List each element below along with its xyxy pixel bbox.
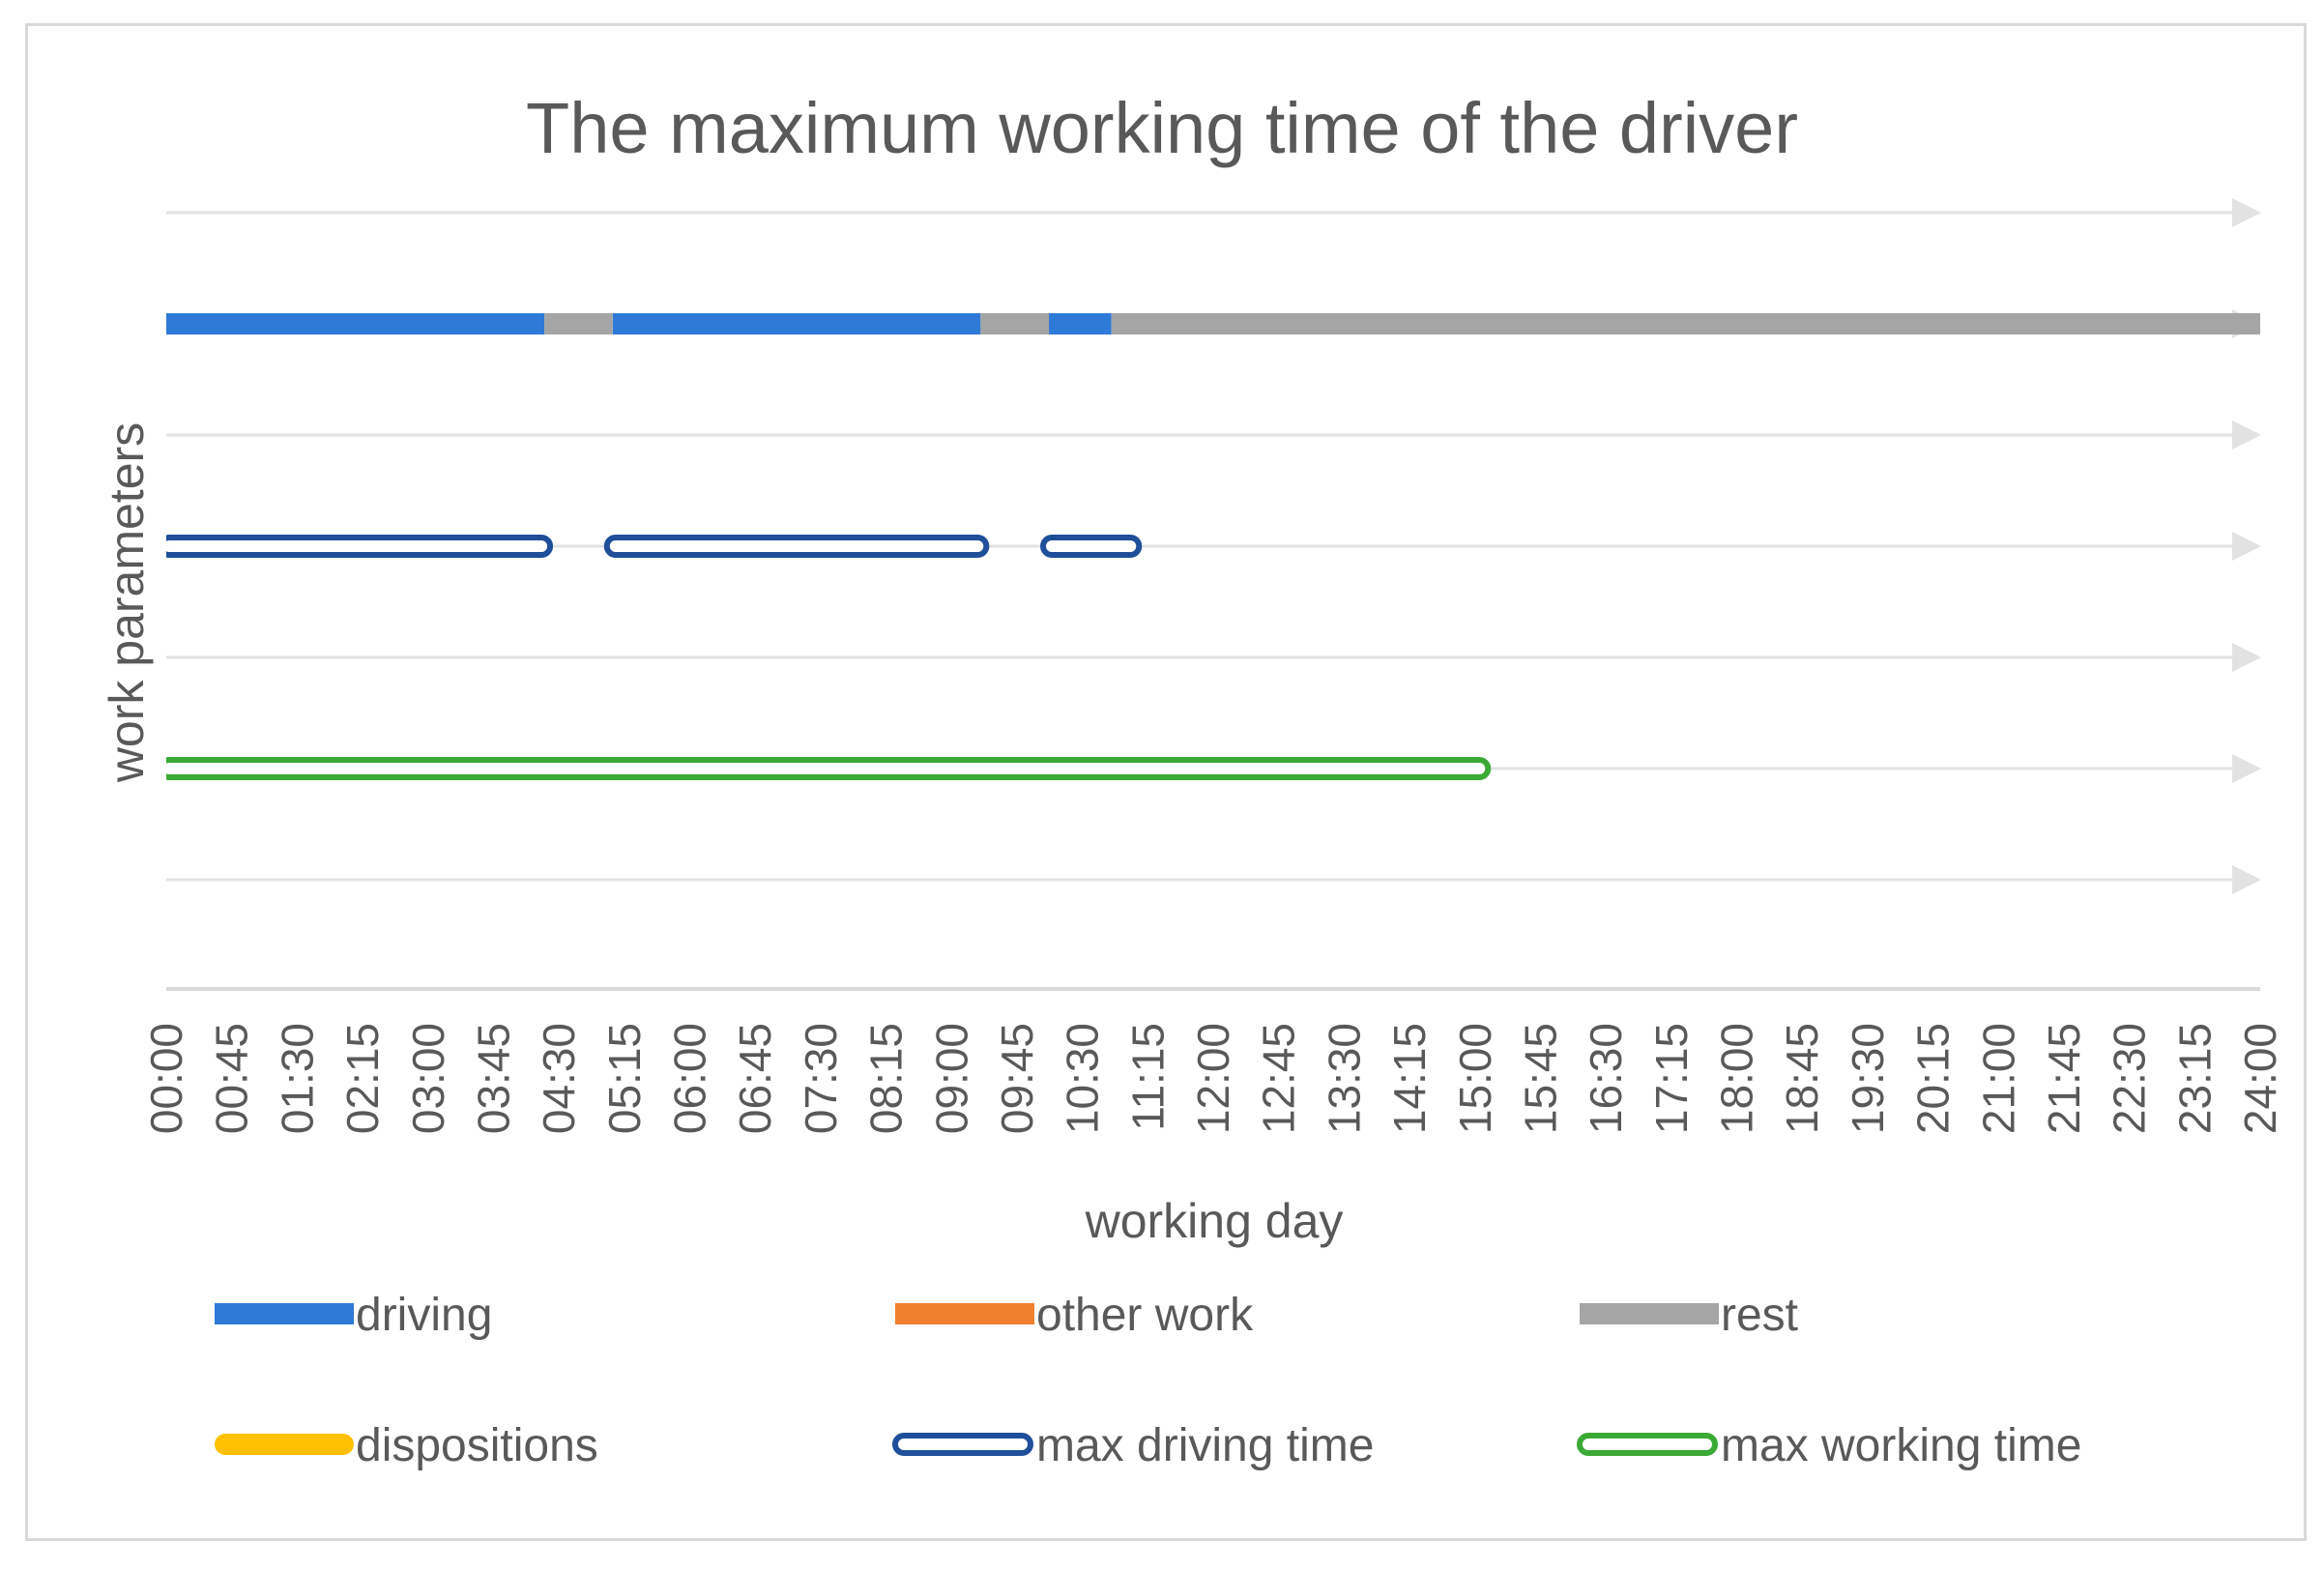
x-tick-label: 14:15 xyxy=(1384,1023,1435,1134)
x-tick-label: 22:30 xyxy=(2105,1023,2155,1134)
x-tick-label: 15:45 xyxy=(1515,1023,1565,1134)
x-tick-label: 09:00 xyxy=(926,1023,976,1134)
x-tick-label: 24:00 xyxy=(2235,1023,2285,1134)
x-tick-label: 07:30 xyxy=(796,1023,846,1134)
x-tick-label: 13:30 xyxy=(1319,1023,1369,1134)
x-tick-label: 05:15 xyxy=(599,1023,650,1134)
x-tick-label: 23:15 xyxy=(2169,1023,2220,1134)
max-driving-time-segment xyxy=(158,535,554,558)
x-tick-label: 09:45 xyxy=(992,1023,1042,1134)
legend-label-max-working-time: max working time xyxy=(1721,1420,2081,1471)
x-tick-label: 03:45 xyxy=(468,1023,518,1134)
x-tick-label: 11:15 xyxy=(1122,1023,1173,1131)
legend-swatch-rest xyxy=(1580,1303,1719,1324)
x-tick-label: 19:30 xyxy=(1843,1023,1893,1134)
x-tick-label: 21:45 xyxy=(2039,1023,2089,1134)
x-tick-label: 01:30 xyxy=(272,1023,322,1134)
x-tick-label: 06:00 xyxy=(665,1023,715,1134)
x-tick-label: 08:15 xyxy=(861,1023,912,1134)
x-tick-label: 06:45 xyxy=(730,1023,780,1134)
x-tick-label: 12:00 xyxy=(1188,1023,1238,1134)
y-axis-label: work parameters xyxy=(100,422,154,783)
legend-swatch-driving xyxy=(215,1303,354,1324)
x-tick-label: 03:00 xyxy=(403,1023,453,1134)
x-tick-label: 00:00 xyxy=(141,1023,191,1134)
legend-label-rest: rest xyxy=(1721,1290,1798,1341)
max-driving-time-segment xyxy=(1040,535,1143,558)
left-clip xyxy=(151,213,166,880)
legend-label-max-driving-time: max driving time xyxy=(1036,1420,1374,1471)
x-tick-label: 04:30 xyxy=(534,1023,584,1134)
legend-swatch-dispositions xyxy=(215,1434,354,1455)
x-tick-label: 12:45 xyxy=(1254,1023,1304,1134)
x-tick-label: 18:00 xyxy=(1712,1023,1762,1134)
x-tick-label: 15:00 xyxy=(1450,1023,1500,1134)
x-tick-label: 18:45 xyxy=(1777,1023,1827,1134)
legend-label-driving: driving xyxy=(356,1290,492,1341)
x-tick-label: 20:15 xyxy=(1908,1023,1959,1134)
legend-swatch-max-working-time xyxy=(1577,1433,1718,1456)
max-working-time-segment xyxy=(158,757,1492,780)
legend-swatch-other-work xyxy=(895,1303,1034,1324)
x-tick-label: 21:00 xyxy=(1973,1023,2023,1134)
x-tick-label: 16:30 xyxy=(1581,1023,1631,1134)
x-tick-label: 00:45 xyxy=(207,1023,257,1134)
x-tick-label: 17:15 xyxy=(1646,1023,1697,1134)
legend: driving other work rest dispositions max dri… xyxy=(215,1290,2081,1471)
chart-title: The maximum working time of the driver xyxy=(526,88,1798,168)
x-tick-label: 10:30 xyxy=(1058,1023,1108,1134)
legend-swatch-max-driving-time xyxy=(892,1433,1033,1456)
x-tick-label: 02:15 xyxy=(337,1023,388,1134)
legend-label-other-work: other work xyxy=(1036,1290,1254,1341)
legend-label-dispositions: dispositions xyxy=(356,1420,598,1471)
chart-frame xyxy=(25,23,2307,1541)
max-driving-time-segment xyxy=(603,535,990,558)
x-axis-label: working day xyxy=(1085,1194,1344,1248)
